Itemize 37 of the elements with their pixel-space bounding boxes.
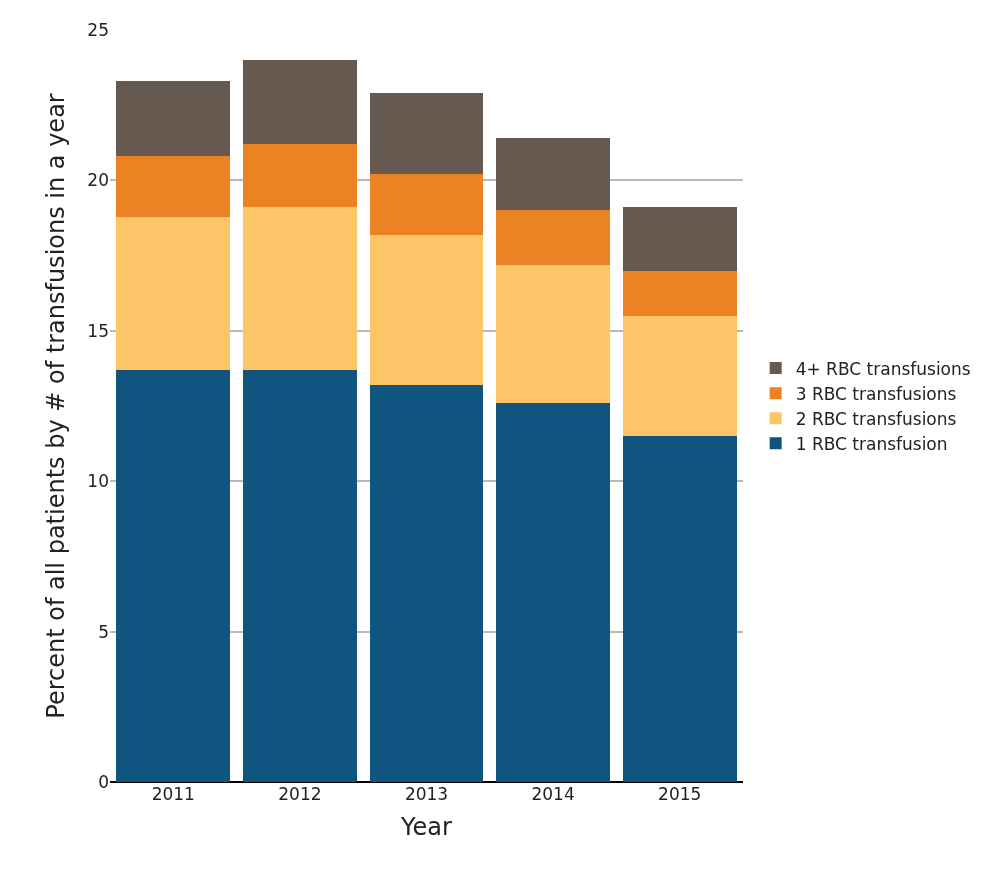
bar bbox=[116, 216, 231, 370]
legend-label: 1 RBC transfusion bbox=[795, 433, 948, 454]
bar bbox=[369, 234, 484, 385]
y-tick-label: 5 bbox=[98, 621, 109, 642]
x-tick-label: 2011 bbox=[151, 784, 195, 804]
y-axis-title: Percent of all patients by # of transfusions in a year bbox=[42, 93, 71, 719]
bar bbox=[622, 436, 737, 782]
bar bbox=[496, 264, 611, 403]
y-tick-label: 25 bbox=[87, 19, 109, 40]
bar bbox=[369, 174, 484, 235]
bar bbox=[622, 315, 737, 437]
x-tick-label: 2015 bbox=[658, 784, 702, 804]
legend-label: 4+ RBC transfusions bbox=[795, 358, 971, 379]
bar bbox=[242, 369, 357, 782]
bar bbox=[369, 93, 484, 175]
bar bbox=[116, 369, 231, 782]
x-tick-label: 2013 bbox=[404, 784, 449, 804]
y-tick-label: 20 bbox=[87, 170, 109, 191]
bar bbox=[242, 207, 357, 370]
y-tick-label: 10 bbox=[87, 471, 109, 492]
bar bbox=[116, 81, 231, 157]
y-tick-label: 0 bbox=[98, 771, 109, 792]
bar bbox=[242, 60, 357, 145]
bar bbox=[116, 156, 231, 217]
bar bbox=[496, 138, 611, 211]
bar bbox=[369, 384, 484, 782]
x-tick-label: 2014 bbox=[531, 784, 575, 804]
x-tick-label: 2012 bbox=[278, 784, 322, 804]
bar bbox=[622, 207, 737, 271]
x-axis-title: Year bbox=[400, 813, 453, 842]
bar bbox=[496, 402, 611, 782]
bar bbox=[242, 144, 357, 208]
legend-label: 3 RBC transfusions bbox=[795, 383, 957, 404]
y-tick-label: 15 bbox=[87, 320, 109, 341]
bar bbox=[496, 210, 611, 265]
bar bbox=[622, 270, 737, 316]
legend-label: 2 RBC transfusions bbox=[795, 408, 957, 429]
